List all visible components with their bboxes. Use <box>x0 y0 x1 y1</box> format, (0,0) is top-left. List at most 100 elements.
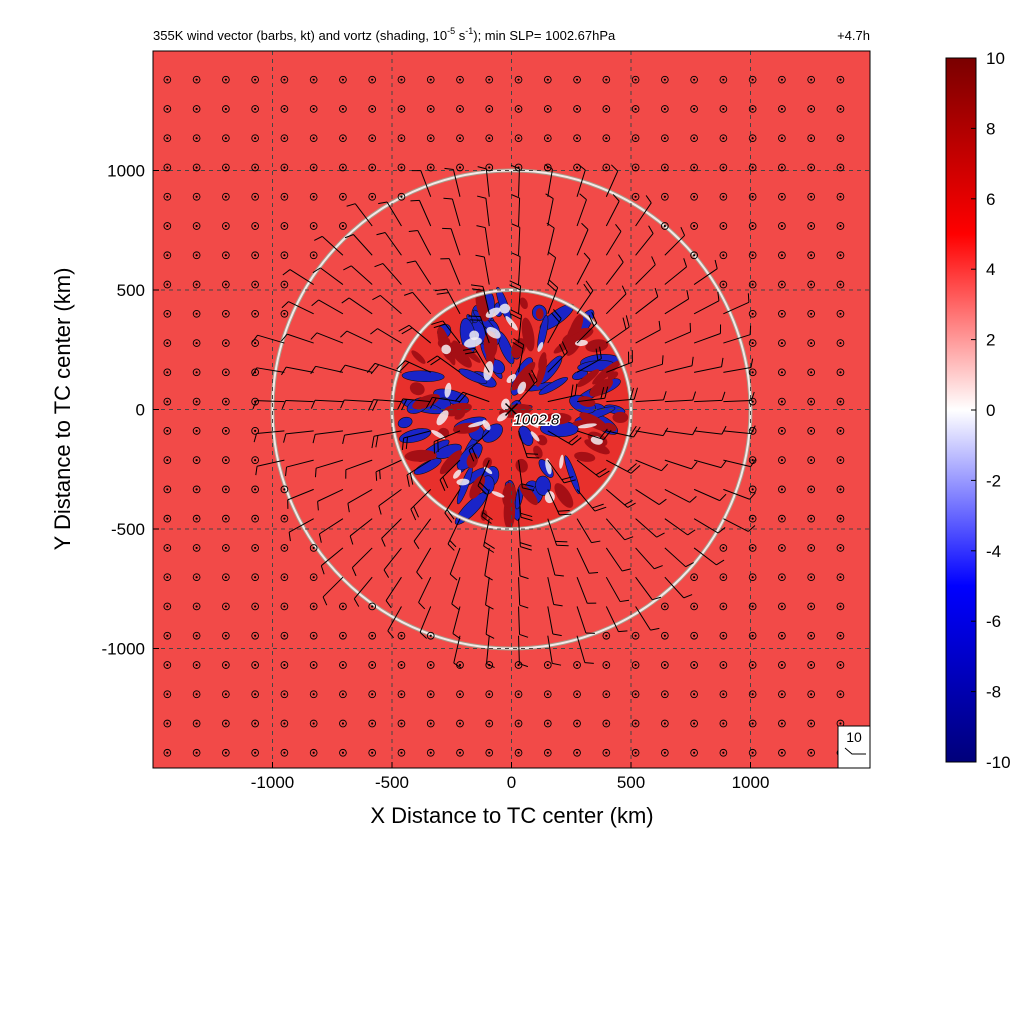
reference-barb: 10 <box>837 725 871 769</box>
calm-wind-symbol <box>192 514 201 523</box>
calm-wind-dot <box>195 634 198 637</box>
near-zero-vorticity-patch <box>485 307 501 318</box>
wind-barb-feather <box>442 476 449 489</box>
wind-barb-feather <box>339 364 346 373</box>
wind-barb-staff <box>433 430 461 443</box>
wind-barb-staff <box>374 362 402 373</box>
calm-wind-symbol <box>251 134 259 143</box>
wind-barb-feather <box>419 631 428 639</box>
calm-wind-dot <box>283 605 286 608</box>
wind-barb-feather <box>310 366 317 375</box>
calm-wind-dot <box>254 488 257 491</box>
wind-barb-staff <box>576 322 598 344</box>
wind-barb-staff <box>415 260 432 285</box>
calm-wind-dot <box>195 137 198 140</box>
near-zero-vorticity-patch <box>499 303 511 314</box>
wind-barb-feather <box>413 540 420 550</box>
calm-wind-dot <box>839 341 842 345</box>
calm-wind-symbol <box>251 544 259 552</box>
wind-barb-staff <box>444 489 461 514</box>
calm-wind-symbol <box>163 544 172 552</box>
calm-wind-symbol <box>778 75 786 84</box>
wind-barb-staff <box>351 265 373 285</box>
calm-wind-dot <box>575 722 579 725</box>
calm-wind-symbol <box>251 222 259 230</box>
calm-wind-dot <box>693 195 696 198</box>
calm-wind-symbol <box>836 456 845 464</box>
wind-barb-feather <box>510 164 520 170</box>
calm-wind-symbol <box>514 719 523 728</box>
calm-wind-symbol <box>778 309 786 318</box>
wind-barb-feather <box>577 164 586 171</box>
calm-wind-symbol <box>222 573 230 582</box>
wind-barb-staff <box>449 547 461 575</box>
calm-wind-dot <box>751 254 754 257</box>
wind-barb-feather <box>656 532 665 538</box>
calm-wind-symbol <box>251 251 259 260</box>
calm-wind-dot <box>224 166 227 169</box>
calm-wind-dot <box>839 663 842 667</box>
wind-barb-feather <box>317 501 319 511</box>
calm-wind-symbol <box>778 544 786 552</box>
calm-wind-dot <box>458 137 462 140</box>
calm-wind-dot <box>283 283 286 286</box>
calm-wind-dot <box>810 312 813 315</box>
calm-wind-dot <box>371 195 374 198</box>
calm-wind-symbol <box>661 719 669 728</box>
calm-wind-symbol <box>251 75 259 84</box>
calm-wind-dot <box>312 137 315 140</box>
wind-barb-staff <box>418 200 432 227</box>
calm-wind-symbol <box>514 661 523 669</box>
wind-barb-feather <box>622 317 627 330</box>
calm-wind-dot <box>751 634 754 637</box>
wind-barb-feather <box>378 505 382 515</box>
wind-barb-feather <box>470 284 483 288</box>
calm-wind-dot <box>283 722 286 725</box>
wind-barb-staff <box>606 326 630 344</box>
calm-wind-dot <box>605 634 608 637</box>
calm-wind-dot <box>693 751 696 754</box>
calm-wind-dot <box>254 312 257 315</box>
calm-wind-symbol <box>456 661 464 669</box>
calm-wind-dot <box>224 254 227 257</box>
wind-barb-staff <box>576 169 586 197</box>
wind-barb-staff <box>315 430 343 435</box>
wind-barb-staff <box>635 459 662 472</box>
wind-barb-feather <box>406 474 410 487</box>
wind-barb-feather <box>509 284 521 291</box>
calm-wind-dot <box>663 663 666 667</box>
calm-wind-symbol <box>192 368 201 377</box>
calm-wind-symbol <box>836 134 845 143</box>
calm-wind-dot <box>839 166 842 169</box>
x-tick-label: -1000 <box>251 773 294 792</box>
colorbar-tick-label: -6 <box>986 612 1001 631</box>
positive-vorticity-patch <box>519 484 538 506</box>
y-tick-label: 0 <box>136 401 145 420</box>
calm-wind-symbol <box>836 280 845 289</box>
wind-barb-staff <box>380 295 402 315</box>
wind-barb-staff <box>693 268 718 285</box>
calm-wind-dot <box>166 195 169 198</box>
calm-wind-symbol <box>222 397 230 406</box>
calm-wind-symbol <box>778 602 786 611</box>
calm-wind-dot <box>751 605 754 608</box>
calm-wind-dot <box>839 400 842 403</box>
wind-barb-feather <box>484 541 495 550</box>
wind-barb-staff <box>635 547 655 570</box>
calm-wind-symbol <box>426 719 435 728</box>
wind-barb-feather <box>387 630 394 639</box>
calm-wind-dot <box>663 78 666 81</box>
calm-wind-dot <box>780 663 784 667</box>
calm-wind-dot <box>780 605 784 608</box>
wind-barb-feather <box>351 567 357 577</box>
wind-barb-feather <box>471 447 478 459</box>
near-zero-vorticity-patch <box>527 418 539 428</box>
calm-wind-dot <box>283 663 286 667</box>
calm-wind-dot <box>751 137 754 140</box>
wind-barb-staff <box>378 488 402 507</box>
wind-barb-feather <box>600 386 605 399</box>
calm-wind-symbol <box>163 339 172 347</box>
calm-wind-symbol <box>719 75 728 84</box>
wind-barb-feather <box>615 223 622 232</box>
calm-wind-symbol <box>163 514 172 523</box>
